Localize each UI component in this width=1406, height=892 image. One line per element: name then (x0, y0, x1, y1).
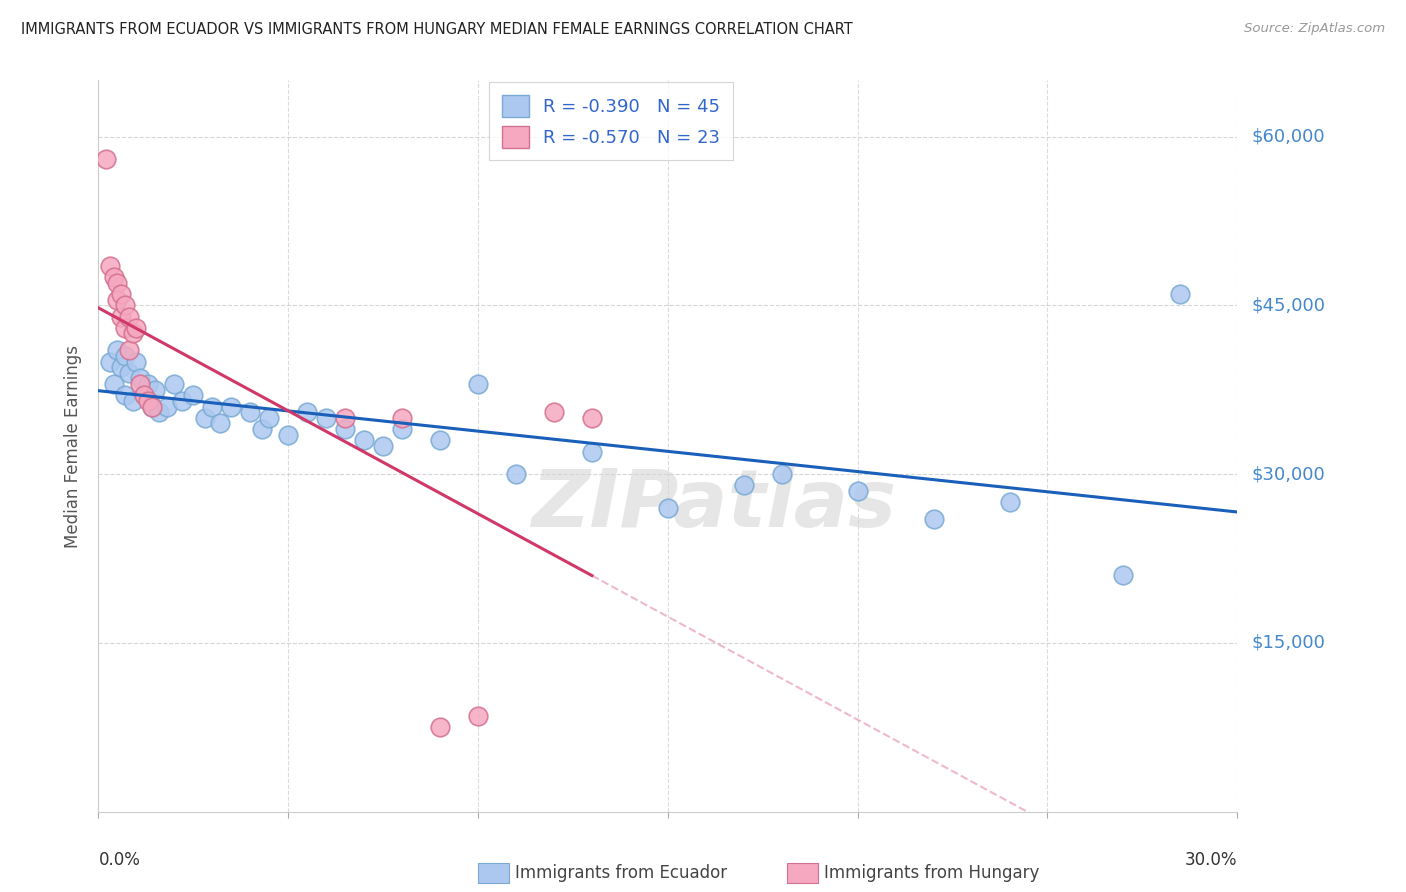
Text: Immigrants from Ecuador: Immigrants from Ecuador (515, 864, 727, 882)
Point (114, 321, 136, 335)
Point (170, 394, 193, 409)
Point (429, 434, 451, 448)
Point (335, 410, 357, 425)
Point (239, 405, 262, 419)
Point (201, 400, 224, 414)
Point (371, 439, 394, 453)
Point (107, 343, 129, 358)
Point (98, 259, 121, 273)
Point (543, 405, 565, 419)
Point (136, 394, 159, 409)
Text: Immigrants from Hungary: Immigrants from Hungary (824, 864, 1039, 882)
Y-axis label: Median Female Earnings: Median Female Earnings (65, 344, 83, 548)
Point (194, 410, 217, 425)
Text: Source: ZipAtlas.com: Source: ZipAtlas.com (1244, 22, 1385, 36)
Point (208, 417, 231, 431)
Point (156, 400, 179, 414)
Point (391, 410, 413, 425)
Text: IMMIGRANTS FROM ECUADOR VS IMMIGRANTS FROM HUNGARY MEDIAN FEMALE EARNINGS CORREL: IMMIGRANTS FROM ECUADOR VS IMMIGRANTS FR… (21, 22, 853, 37)
Point (391, 422, 413, 436)
Point (277, 427, 299, 442)
Point (129, 371, 152, 385)
Point (148, 405, 170, 419)
Point (121, 394, 143, 409)
Point (315, 410, 337, 425)
Point (98, 354, 121, 368)
Text: 0.0%: 0.0% (98, 851, 141, 869)
Point (125, 354, 148, 368)
Point (770, 467, 793, 482)
Point (118, 343, 141, 358)
Point (467, 709, 489, 723)
Point (114, 298, 136, 312)
Point (110, 360, 132, 375)
Point (103, 270, 125, 285)
Point (259, 410, 281, 425)
Point (136, 377, 159, 392)
Point (163, 377, 186, 392)
Text: 30.0%: 30.0% (1185, 851, 1237, 869)
Text: $30,000: $30,000 (1251, 465, 1324, 483)
Point (733, 478, 755, 492)
Point (183, 388, 205, 402)
Point (846, 483, 869, 498)
Point (141, 400, 163, 414)
Point (335, 422, 357, 436)
Point (145, 383, 167, 397)
Point (581, 444, 603, 458)
Point (110, 310, 132, 324)
Point (114, 388, 136, 402)
Point (94, 152, 117, 166)
Point (107, 276, 129, 290)
Point (353, 434, 375, 448)
Text: $15,000: $15,000 (1251, 634, 1324, 652)
Point (657, 500, 679, 515)
Point (250, 422, 273, 436)
Point (1170, 287, 1192, 301)
Point (141, 400, 163, 414)
Point (221, 400, 243, 414)
Point (505, 467, 527, 482)
Point (114, 349, 136, 363)
Point (998, 495, 1021, 509)
Point (1112, 568, 1135, 582)
Point (581, 410, 603, 425)
Point (118, 310, 141, 324)
Point (118, 366, 141, 380)
Point (103, 377, 125, 392)
Point (429, 720, 451, 734)
Point (922, 512, 945, 526)
Point (132, 388, 155, 402)
Text: $45,000: $45,000 (1251, 296, 1326, 314)
Text: $60,000: $60,000 (1251, 128, 1324, 145)
Point (107, 293, 129, 307)
Point (467, 377, 489, 392)
Point (297, 405, 319, 419)
Point (121, 326, 143, 341)
Text: ZIPatlas: ZIPatlas (531, 466, 896, 543)
Point (129, 377, 152, 392)
Point (125, 321, 148, 335)
Point (110, 287, 132, 301)
Point (132, 388, 155, 402)
Legend: R = -0.390   N = 45, R = -0.570   N = 23: R = -0.390 N = 45, R = -0.570 N = 23 (489, 82, 733, 161)
